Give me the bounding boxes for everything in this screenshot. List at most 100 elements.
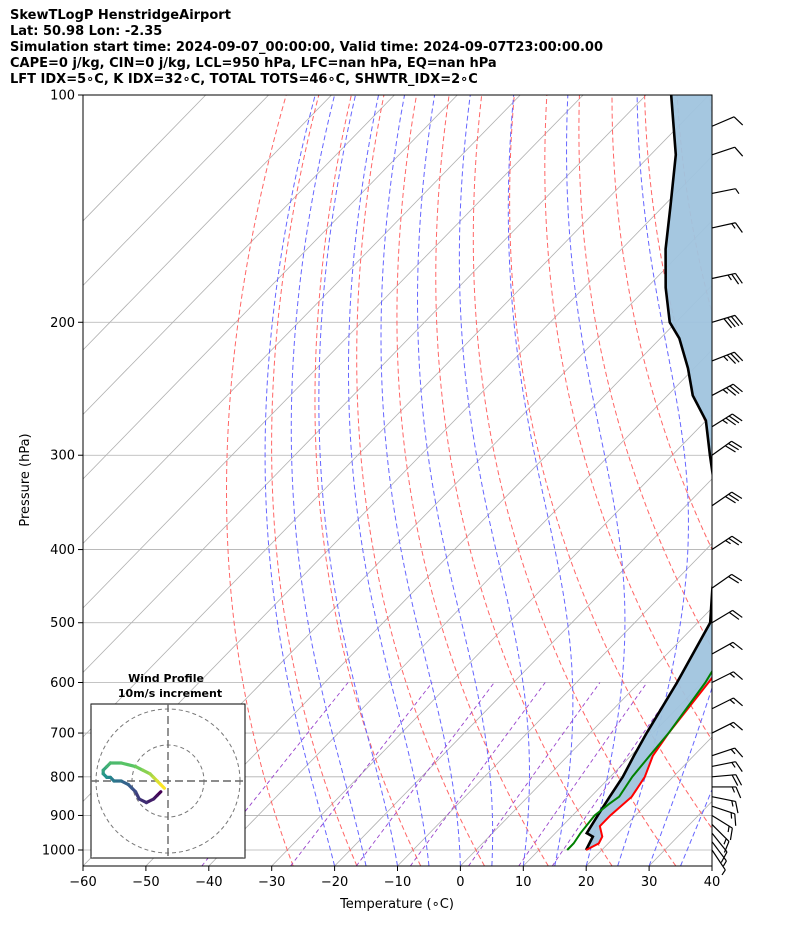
wind-barb-flag bbox=[728, 493, 740, 502]
wind-barb-staff bbox=[711, 491, 733, 507]
mixing-ratio-line bbox=[551, 682, 679, 866]
mixing-ratio-line bbox=[410, 682, 546, 866]
wind-barb bbox=[711, 272, 743, 285]
parcel-profile-line bbox=[584, 95, 712, 851]
wind-barb-flag bbox=[723, 318, 733, 329]
wind-barb-flag bbox=[731, 573, 743, 582]
wind-barb-flag bbox=[729, 699, 735, 705]
cape-cin-shading bbox=[586, 95, 712, 850]
wind-barb-flag bbox=[723, 841, 730, 853]
wind-barb-staff bbox=[711, 805, 735, 815]
wind-barb-flag bbox=[729, 385, 740, 395]
dry-adiabat-line bbox=[742, 95, 794, 866]
wind-barb-staff bbox=[711, 222, 736, 229]
isotherm-line bbox=[83, 95, 647, 674]
moist-adiabat-line bbox=[318, 95, 398, 866]
dry-adiabat-line bbox=[472, 95, 677, 866]
y-tick-label: 900 bbox=[50, 809, 75, 824]
wind-barb-staff bbox=[711, 832, 728, 853]
x-tick-label: 10 bbox=[515, 875, 532, 890]
wind-barb bbox=[711, 535, 743, 551]
wind-barb bbox=[711, 832, 728, 863]
wind-barb-staff bbox=[711, 146, 735, 156]
hodograph-subtitle: 10m/s increment bbox=[118, 687, 222, 700]
wind-barb-flag bbox=[728, 576, 740, 584]
wind-barb-flag bbox=[733, 351, 744, 362]
wind-barb-flag bbox=[726, 354, 737, 365]
y-axis-label: Pressure (hPa) bbox=[18, 433, 33, 526]
moist-adiabat-line bbox=[507, 95, 574, 866]
hodograph-title: Wind Profile bbox=[128, 672, 204, 685]
wind-barb-flag bbox=[727, 274, 732, 281]
wind-barb bbox=[711, 573, 743, 589]
title-line-station: SkewTLogP HenstridgeAirport bbox=[10, 8, 231, 23]
wind-barb bbox=[711, 761, 743, 772]
y-tick-label: 1000 bbox=[42, 844, 75, 859]
isotherm-line bbox=[83, 95, 269, 286]
chart-title: SkewTLogP HenstridgeAirport Lat: 50.98 L… bbox=[10, 8, 603, 88]
isotherm-line bbox=[208, 349, 712, 866]
x-tick-label: 20 bbox=[578, 875, 595, 890]
y-tick-label: 400 bbox=[50, 543, 75, 558]
wind-barb-staff bbox=[711, 573, 733, 589]
wind-barb-staff bbox=[711, 849, 726, 871]
wind-barb-staff bbox=[711, 671, 734, 684]
x-tick-label: −30 bbox=[258, 875, 285, 890]
dry-adiabat-line bbox=[271, 95, 358, 866]
wind-barb-flag bbox=[731, 273, 740, 285]
wind-barb-staff bbox=[711, 697, 734, 710]
hodograph-plot bbox=[91, 704, 245, 858]
wind-barb-flag bbox=[731, 491, 743, 500]
wind-barb-staff bbox=[711, 609, 733, 624]
isotherm-line bbox=[460, 607, 712, 866]
wind-barb-staff bbox=[711, 774, 736, 778]
wind-barb-flag bbox=[732, 641, 743, 651]
isotherm-line bbox=[397, 542, 712, 866]
wind-barb-flag bbox=[732, 413, 743, 422]
y-tick-label: 300 bbox=[50, 449, 75, 464]
wind-barb-flag bbox=[728, 537, 740, 546]
wind-barb-flag bbox=[721, 869, 726, 876]
moist-adiabat-line bbox=[264, 95, 336, 866]
wind-barb-staff bbox=[711, 116, 735, 127]
x-tick-label: −40 bbox=[195, 875, 222, 890]
moist-adiabat-line bbox=[648, 686, 712, 866]
y-tick-label: 200 bbox=[50, 316, 75, 331]
wind-barb bbox=[711, 440, 743, 456]
hodograph: Wind Profile 10m/s increment bbox=[90, 672, 246, 859]
wind-barb-flag bbox=[734, 801, 739, 814]
wind-barb bbox=[711, 413, 743, 428]
wind-barb-flag bbox=[725, 417, 737, 426]
wind-barb-flag bbox=[731, 800, 734, 807]
x-axis-label: Temperature (∘C) bbox=[339, 897, 454, 912]
wind-barb bbox=[711, 805, 737, 826]
wind-barb-flag bbox=[728, 442, 739, 451]
moist-adiabat-line bbox=[347, 95, 430, 866]
wind-barb bbox=[711, 222, 743, 233]
wind-barb-staff bbox=[711, 641, 734, 655]
wind-barb-flag bbox=[731, 440, 743, 449]
wind-barb-flag bbox=[722, 389, 729, 394]
wind-barb-flag bbox=[733, 697, 743, 707]
wind-barb-flag bbox=[730, 353, 740, 363]
wind-barb bbox=[711, 814, 733, 841]
moist-adiabat-line bbox=[566, 95, 626, 866]
y-tick-label: 700 bbox=[50, 727, 75, 742]
wind-barb-flag bbox=[725, 540, 731, 545]
wind-barb-flag bbox=[735, 761, 743, 772]
wind-barb-staff bbox=[711, 413, 733, 428]
wind-barb-staff bbox=[711, 721, 734, 734]
wind-barb-flag bbox=[723, 838, 727, 845]
wind-barb-flag bbox=[734, 222, 743, 233]
wind-barbs bbox=[711, 116, 744, 876]
wind-barb-flag bbox=[720, 851, 728, 863]
dry-adiabat-line bbox=[509, 95, 712, 830]
wind-barb bbox=[711, 824, 730, 853]
wind-barb-staff bbox=[711, 351, 735, 362]
wind-barb bbox=[711, 314, 744, 329]
wind-barb-staff bbox=[711, 796, 736, 803]
isotherm-line bbox=[334, 478, 712, 866]
title-line-cape: CAPE=0 j/kg, CIN=0 j/kg, LCL=950 hPa, LF… bbox=[10, 56, 497, 71]
wind-barb-staff bbox=[711, 814, 733, 829]
